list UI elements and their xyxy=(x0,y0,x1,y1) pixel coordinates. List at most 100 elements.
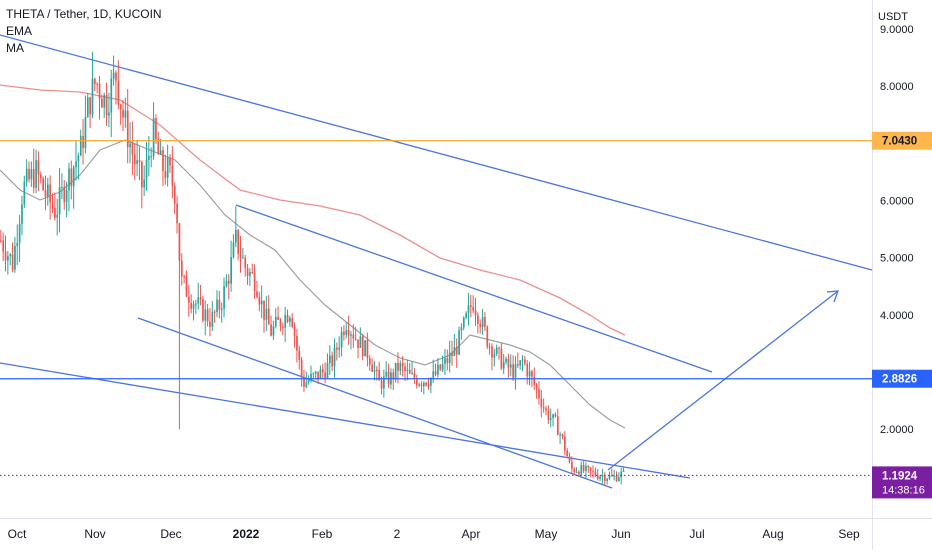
candle-body xyxy=(237,229,240,254)
candle-body xyxy=(213,311,216,313)
symbol-title[interactable]: THETA / Tether, 1D, KUCOIN xyxy=(6,7,162,21)
candle xyxy=(211,301,214,332)
channel-lower-line xyxy=(137,317,613,489)
candle xyxy=(70,160,73,200)
candle xyxy=(209,307,211,337)
candle-body xyxy=(528,371,531,377)
candle xyxy=(547,405,550,425)
candle-body xyxy=(272,326,275,336)
x-tick-label: Dec xyxy=(160,527,181,541)
candle xyxy=(437,358,439,378)
candle xyxy=(620,467,623,485)
candle xyxy=(72,165,75,209)
candle-body xyxy=(70,168,73,187)
candle xyxy=(284,306,287,343)
candle-body xyxy=(63,186,66,203)
candle xyxy=(9,252,12,266)
candle xyxy=(11,242,14,273)
candle xyxy=(509,354,512,377)
candle xyxy=(141,160,143,209)
x-tick-label: Jun xyxy=(611,527,630,541)
candle xyxy=(512,355,514,382)
candle xyxy=(554,412,557,418)
candle-body xyxy=(552,414,554,419)
candle xyxy=(129,122,131,164)
candle-body xyxy=(467,305,470,314)
candle-body xyxy=(507,358,510,368)
candle-body xyxy=(204,309,207,321)
x-tick-label: Aug xyxy=(762,527,783,541)
candle xyxy=(138,146,141,181)
candle xyxy=(28,161,30,183)
candle xyxy=(528,361,531,386)
candle-body xyxy=(345,330,348,335)
candle-body xyxy=(336,347,338,350)
candle xyxy=(286,309,289,324)
candle-body xyxy=(101,98,103,108)
candle xyxy=(68,162,70,212)
candle xyxy=(491,343,493,371)
candle-body xyxy=(331,355,334,367)
candle-body xyxy=(359,336,362,348)
candle xyxy=(425,381,428,387)
candle xyxy=(246,264,249,285)
candle xyxy=(430,377,432,394)
candle xyxy=(613,469,616,481)
x-tick-label: Nov xyxy=(84,527,105,541)
candle xyxy=(180,253,183,286)
candle-body xyxy=(284,314,287,328)
candle xyxy=(173,182,176,215)
candle xyxy=(542,398,545,413)
candle-body xyxy=(277,316,279,320)
level-tag-label: 2.8826 xyxy=(882,374,917,386)
candle xyxy=(218,290,221,319)
candle-body xyxy=(343,331,345,335)
candle-body xyxy=(65,190,68,203)
candle xyxy=(267,295,270,325)
candle-body xyxy=(524,359,526,364)
candle-body xyxy=(611,475,613,477)
candle-body xyxy=(289,318,291,322)
candle xyxy=(535,382,538,399)
candle xyxy=(305,371,308,389)
candle-body xyxy=(477,315,479,325)
candle-body xyxy=(397,362,399,371)
candle-body xyxy=(347,330,350,336)
candle-body xyxy=(350,334,352,336)
candle-body xyxy=(249,272,251,276)
candle-body xyxy=(568,456,571,462)
candle-body xyxy=(152,118,155,157)
candle-body xyxy=(279,319,282,327)
candle xyxy=(606,477,608,485)
candle-body xyxy=(103,94,106,108)
candle xyxy=(244,254,247,277)
candle xyxy=(58,167,61,233)
channel-upper-line xyxy=(235,204,713,373)
candle xyxy=(117,60,120,110)
candle-body xyxy=(246,268,249,276)
candle xyxy=(119,103,122,125)
candle-body xyxy=(25,168,28,182)
candle xyxy=(580,461,583,476)
candle-body xyxy=(270,324,272,336)
candle xyxy=(96,82,99,94)
x-tick-label: Feb xyxy=(312,527,333,541)
candle xyxy=(378,361,381,381)
candle-body xyxy=(585,466,587,471)
candle xyxy=(291,313,294,329)
candle xyxy=(481,308,484,335)
candle xyxy=(448,340,451,373)
candle-body xyxy=(202,298,204,321)
candle-body xyxy=(94,78,96,84)
ma-indicator-label[interactable]: MA xyxy=(6,41,24,55)
candle-body xyxy=(173,185,176,204)
candle xyxy=(545,405,547,416)
ema-indicator-label[interactable]: EMA xyxy=(6,24,33,38)
level-tag-label: 1.1924 xyxy=(882,470,918,482)
candle xyxy=(91,51,94,119)
candle xyxy=(239,236,242,273)
candle xyxy=(223,277,225,318)
candle-body xyxy=(606,478,608,481)
